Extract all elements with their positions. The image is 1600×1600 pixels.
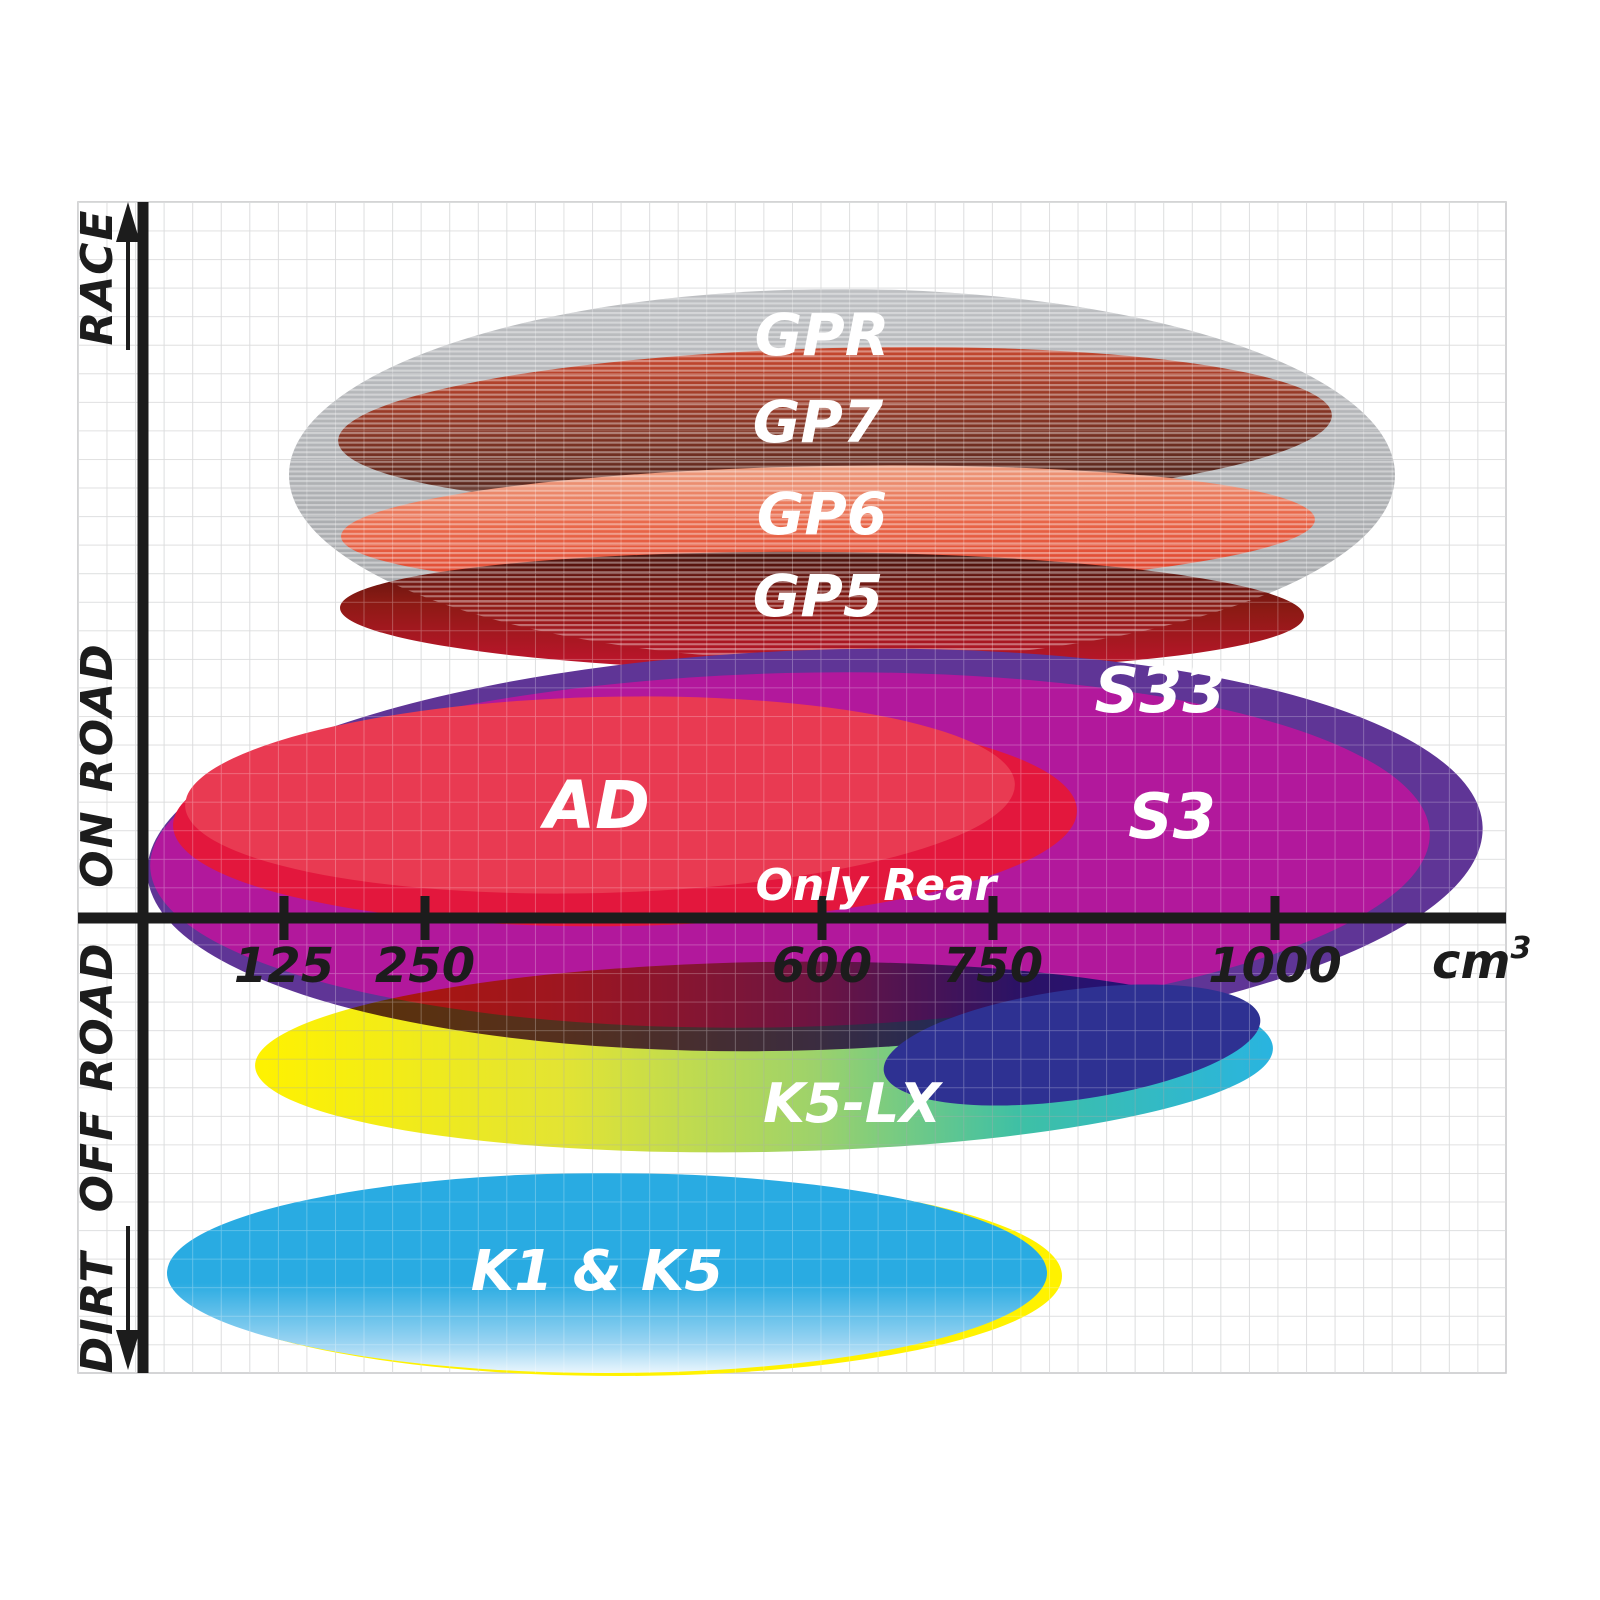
label-only-rear: Only Rear bbox=[756, 860, 999, 911]
grid-overlay bbox=[78, 202, 1506, 1373]
unit-sup-3: 3 bbox=[1510, 931, 1531, 966]
race-direction-arrow bbox=[116, 202, 140, 350]
label-s3: S3 bbox=[1128, 780, 1216, 853]
tick-label-125: 125 bbox=[234, 938, 334, 994]
arrow-up-icon bbox=[116, 202, 140, 242]
arrow-down-icon bbox=[116, 1330, 140, 1370]
axes bbox=[78, 202, 1506, 1373]
category-race: RACE bbox=[72, 209, 123, 346]
category-dirt: DIRT bbox=[72, 1250, 123, 1374]
category-on-road: ON ROAD bbox=[72, 642, 123, 887]
label-gp5: GP5 bbox=[753, 562, 883, 630]
tick-label-600: 600 bbox=[772, 938, 872, 994]
dirt-direction-arrow bbox=[116, 1226, 140, 1370]
x-axis-unit: cm3 bbox=[1432, 931, 1531, 990]
label-gpr: GPR bbox=[755, 301, 890, 369]
label-s33: S33 bbox=[1095, 654, 1226, 727]
x-tick-labels: 125 250 600 750 1000 bbox=[234, 938, 1342, 994]
tick-label-250: 250 bbox=[375, 938, 475, 994]
category-off-road: OFF ROAD bbox=[72, 942, 123, 1213]
tick-label-750: 750 bbox=[943, 938, 1043, 994]
tick-label-1000: 1000 bbox=[1208, 938, 1342, 994]
label-gp6: GP6 bbox=[757, 480, 887, 548]
label-k1k5: K1 & K5 bbox=[471, 1239, 724, 1304]
label-gp7: GP7 bbox=[753, 388, 884, 456]
label-ad: AD bbox=[539, 767, 650, 844]
unit-cm: cm bbox=[1432, 934, 1510, 990]
label-k5lx: K5-LX bbox=[763, 1072, 943, 1135]
